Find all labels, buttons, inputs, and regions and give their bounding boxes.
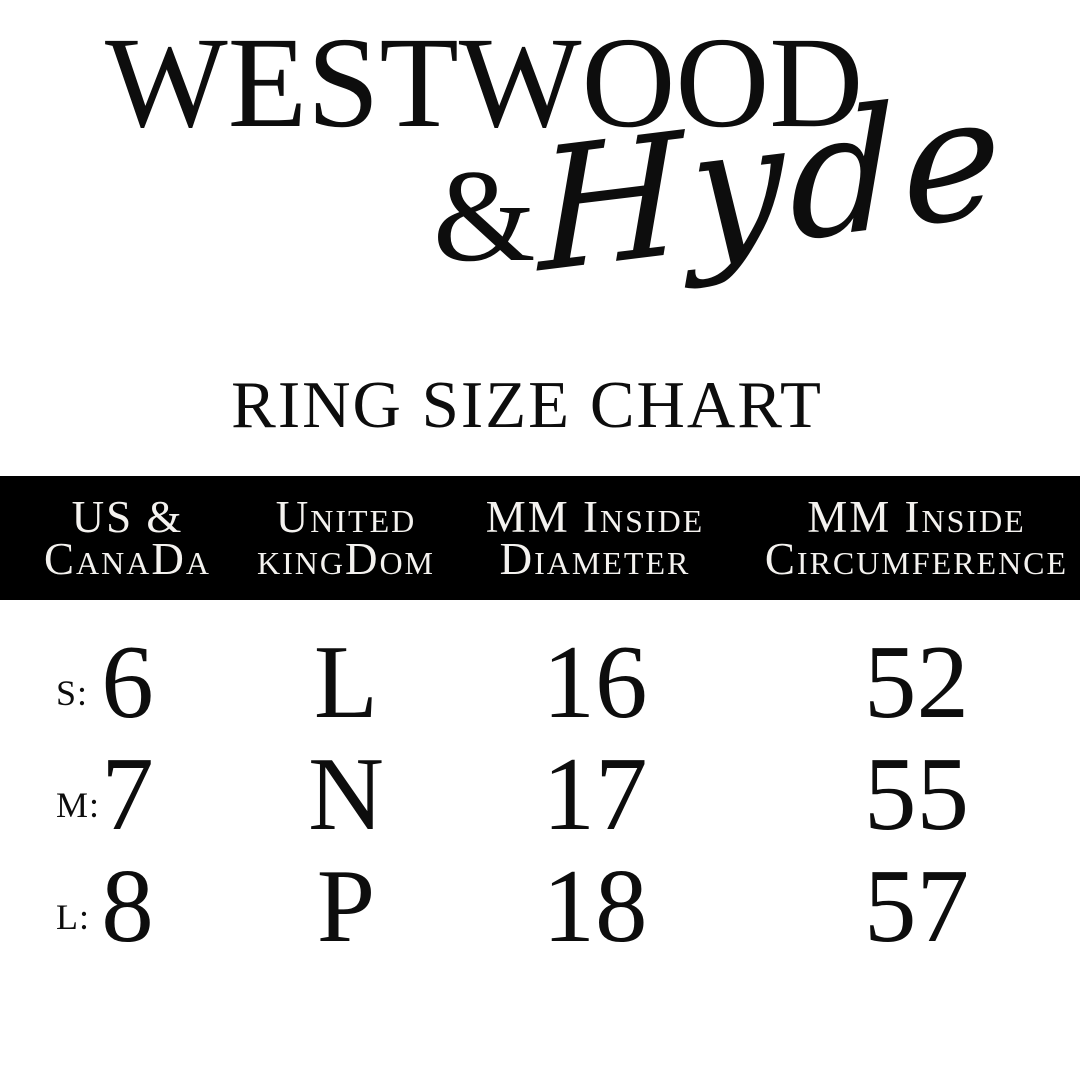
brand-script-wordmark: Hyde [536,55,1009,311]
cell-mm-inside-circumference: 52 [864,623,969,740]
cell-mm-inside-circumference: 57 [864,847,969,964]
cell-mm-inside-diameter: 18 [542,847,648,964]
cell-us-canada: 7 [101,735,154,852]
cell-united-kingdom: L [313,623,379,740]
cell-us-canada: 8 [101,847,154,964]
header-cell-mm-inside-circumference: MM Inside Circumference [753,492,1080,584]
header-cell-us-canada: US & CanaDa [0,492,255,584]
cell-mm-inside-diameter: 16 [542,623,648,740]
row-label-small: S: [56,673,89,713]
header-line: MM Inside [485,492,705,542]
cell-mm-inside-circumference: 55 [864,735,969,852]
table-row-large: L: 8 P 18 57 [0,853,1080,963]
header-line: US & [71,492,184,542]
header-line: Diameter [499,534,691,584]
header-line: Circumference [764,534,1069,584]
header-line: United [275,492,417,542]
brand-wordmark: WESTWOOD [105,11,864,155]
header-line: kingDom [256,534,436,584]
cell-united-kingdom: N [308,735,384,852]
header-cell-united-kingdom: United kingDom [255,492,437,584]
table-row-small: S: 6 L 16 52 [0,629,1080,739]
page-title: RING SIZE CHART [231,368,823,442]
row-label-medium: M: [56,785,101,825]
row-label-large: L: [56,897,90,937]
brand-ampersand: & [433,142,536,289]
header-cell-mm-inside-diameter: MM Inside Diameter [437,492,753,584]
header-line: CanaDa [44,534,211,584]
table-row-medium: M: 7 N 17 55 [0,741,1080,851]
cell-united-kingdom: P [316,847,376,964]
cell-mm-inside-diameter: 17 [542,735,648,852]
size-table-header: US & CanaDa United kingDom MM Inside Dia… [0,476,1080,600]
cell-us-canada: 6 [101,623,154,740]
header-line: MM Inside [807,492,1026,542]
